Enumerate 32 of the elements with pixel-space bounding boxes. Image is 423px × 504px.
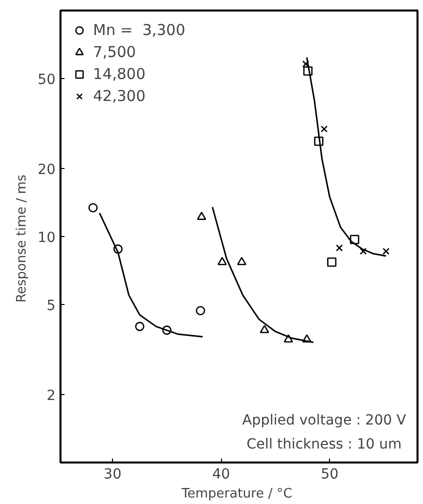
point — [260, 324, 270, 334]
legend-label: 7,500 — [93, 43, 136, 61]
y-tick-label: 5 — [46, 298, 56, 314]
y-tick-label: 20 — [38, 162, 56, 178]
line-series — [98, 212, 204, 338]
point — [382, 248, 390, 255]
point — [237, 256, 246, 266]
y-tick-label: 10 — [38, 230, 56, 246]
legend-label: Mn = 3,300 — [93, 21, 186, 39]
x-tick-label: 50 — [320, 466, 339, 482]
x-axis-title: Temperature / °C — [180, 486, 292, 502]
annotation: Cell thickness : 10 um — [246, 436, 402, 452]
point — [320, 126, 328, 132]
point — [135, 322, 144, 332]
y-tick-label: 2 — [46, 388, 56, 404]
point — [196, 306, 206, 316]
y-tick-label: 50 — [38, 72, 56, 88]
y-axis-title: Response time / ms — [14, 174, 30, 303]
legend-label: 14,800 — [93, 65, 146, 83]
point — [196, 212, 206, 220]
point — [218, 256, 227, 266]
annotation: Applied voltage : 200 V — [242, 412, 406, 428]
line-series — [306, 56, 387, 257]
point — [88, 203, 98, 212]
x-tick-label: 40 — [212, 466, 230, 482]
x-tick-label: 30 — [104, 466, 122, 482]
point — [360, 248, 367, 255]
line-series — [212, 206, 314, 344]
point — [302, 60, 310, 68]
point — [336, 244, 343, 252]
point — [327, 258, 336, 267]
legend-label: 42,300 — [93, 87, 146, 105]
